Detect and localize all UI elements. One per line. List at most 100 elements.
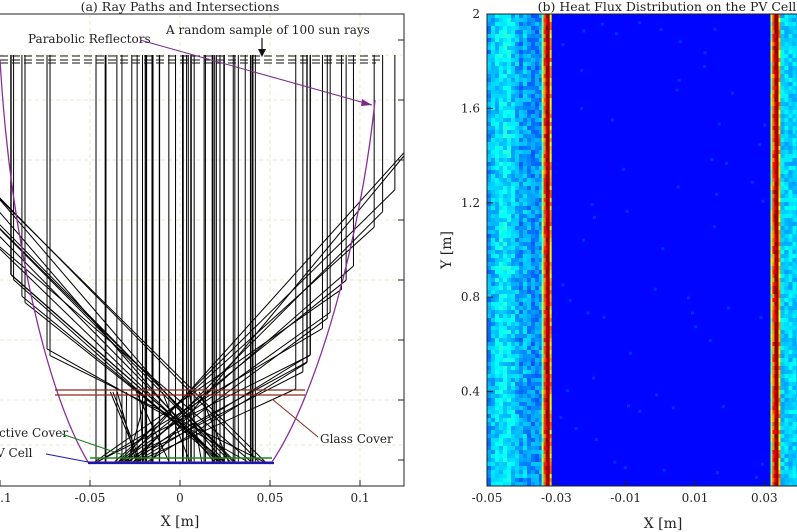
heatmap-cell: [535, 326, 539, 330]
heatmap-cell: [523, 350, 527, 354]
heatmap-cell: [499, 114, 503, 118]
heatmap-cell: [503, 226, 507, 230]
hot-edge-cell: [547, 110, 550, 114]
heatmap-cell: [535, 418, 539, 422]
heatmap-cell: [539, 122, 543, 126]
hot-edge-cell: [543, 426, 546, 430]
hot-edge-cell: [543, 214, 546, 218]
heatmap-cell: [523, 58, 527, 62]
hot-edge-cell: [772, 202, 775, 206]
heatmap-cell: [523, 126, 527, 130]
heatmap-cell: [519, 134, 523, 138]
heatmap-cell: [503, 274, 507, 278]
hot-edge-cell: [770, 474, 773, 478]
hot-edge-cell: [549, 318, 552, 322]
heatmap-cell: [535, 22, 539, 26]
hot-edge-cell: [543, 154, 546, 158]
heatmap-cell: [780, 290, 785, 294]
heatmap-cell: [780, 314, 785, 318]
heatmap-cell: [535, 370, 539, 374]
hot-edge-cell: [543, 94, 546, 98]
heatmap-cell: [495, 86, 499, 90]
heatmap-cell: [511, 118, 515, 122]
hot-edge-cell: [549, 314, 552, 318]
heatmap-cell: [535, 270, 539, 274]
hot-edge-cell: [541, 134, 544, 138]
heatmap-cell: [792, 86, 797, 90]
heatmap-cell: [487, 250, 491, 254]
heatmap-cell: [515, 394, 519, 398]
heatmap-cell: [527, 194, 531, 198]
heatmap-cell: [535, 398, 539, 402]
heatmap-cell: [495, 194, 499, 198]
heatmap-cell: [523, 18, 527, 22]
heatmap-cell: [507, 38, 511, 42]
heatmap-cell: [780, 446, 785, 450]
hot-edge-cell: [774, 370, 777, 374]
hot-edge-cell: [547, 154, 550, 158]
hot-edge-cell: [770, 194, 773, 198]
refracted-ray: [125, 391, 128, 463]
hot-edge-cell: [770, 234, 773, 238]
hot-edge-cell: [776, 442, 779, 446]
hot-edge-cell: [772, 382, 775, 386]
hot-edge-cell: [772, 294, 775, 298]
heatmap-cell: [784, 166, 789, 170]
hot-edge-cell: [541, 186, 544, 190]
heatmap-cell: [495, 74, 499, 78]
heatmap-cell: [491, 310, 495, 314]
heatmap-cell: [491, 366, 495, 370]
heatmap-cell: [535, 210, 539, 214]
heatmap-cell: [511, 274, 515, 278]
heatmap-cell: [507, 206, 511, 210]
heatmap-cell: [539, 290, 543, 294]
heatmap-cell: [519, 302, 523, 306]
hot-edge-cell: [545, 142, 548, 146]
heatmap-cell: [491, 186, 495, 190]
hot-edge-cell: [772, 482, 775, 486]
heatmap-cell: [792, 82, 797, 86]
heatmap-cell: [511, 346, 515, 350]
heatmap-cell: [503, 170, 507, 174]
hot-edge-cell: [772, 302, 775, 306]
heatmap-cell: [792, 426, 797, 430]
hot-edge-cell: [541, 198, 544, 202]
hot-edge-cell: [547, 266, 550, 270]
heatmap-cell: [535, 34, 539, 38]
heatmap-cell: [519, 430, 523, 434]
heatmap-cell: [495, 434, 499, 438]
hot-edge-cell: [549, 322, 552, 326]
heatmap-cell: [784, 202, 789, 206]
heatmap-cell: [511, 278, 515, 282]
hot-edge-cell: [778, 470, 781, 474]
hot-edge-cell: [547, 146, 550, 150]
heatmap-cell: [523, 190, 527, 194]
heatmap-cell: [531, 482, 535, 486]
hot-edge-cell: [776, 178, 779, 182]
heatmap-cell: [507, 250, 511, 254]
heatmap-cell: [784, 430, 789, 434]
heatmap-cell: [784, 70, 789, 74]
heatmap-cell: [788, 66, 793, 70]
refracted-ray: [161, 391, 191, 463]
heatmap-cell: [487, 270, 491, 274]
heatmap-cell: [535, 346, 539, 350]
heatmap-cell: [535, 222, 539, 226]
heatmap-cell: [535, 366, 539, 370]
hot-edge-cell: [545, 350, 548, 354]
heatmap-cell: [527, 330, 531, 334]
heatmap-cell: [788, 50, 793, 54]
hot-edge-cell: [547, 378, 550, 382]
heatmap-cell: [515, 142, 519, 146]
hot-edge-cell: [776, 142, 779, 146]
hot-edge-cell: [549, 462, 552, 466]
heatmap-speckle: [763, 123, 767, 127]
hot-edge-cell: [547, 226, 550, 230]
heatmap-cell: [539, 214, 543, 218]
heatmap-cell: [511, 218, 515, 222]
heatmap-cell: [511, 378, 515, 382]
heatmap-cell: [519, 310, 523, 314]
hot-edge-cell: [547, 278, 550, 282]
heatmap-cell: [487, 98, 491, 102]
heatmap-cell: [523, 414, 527, 418]
